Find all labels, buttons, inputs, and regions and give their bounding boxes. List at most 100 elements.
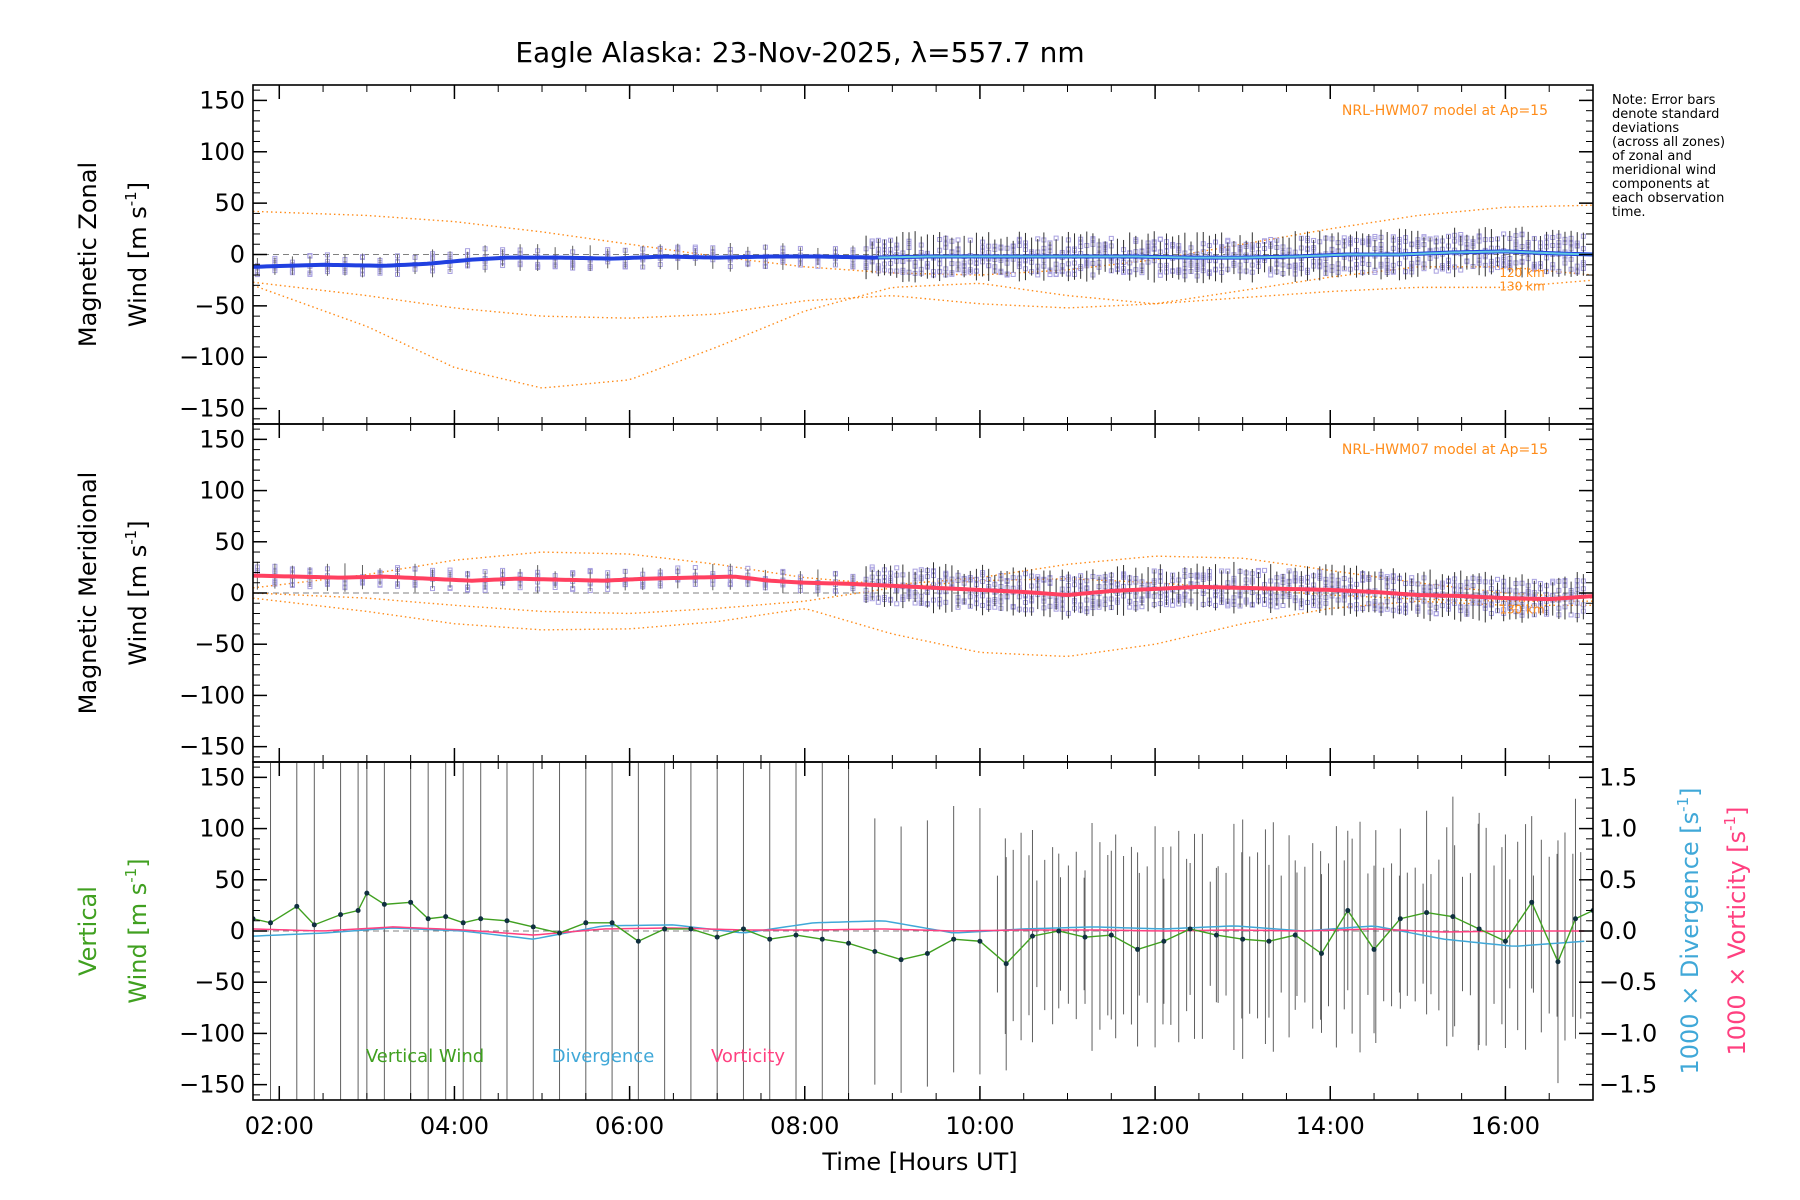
zone-point (955, 237, 961, 243)
vertical-wind-point (793, 932, 799, 938)
vertical-wind-point (951, 936, 957, 942)
zone-point (1458, 231, 1464, 237)
model-curve (253, 551, 1593, 599)
note-line: time. (1612, 205, 1646, 220)
data-layer (253, 762, 1593, 1100)
x-tick-label: 08:00 (770, 1112, 839, 1140)
zone-point (875, 599, 881, 605)
y-label-line1: Magnetic Meridional (74, 472, 102, 715)
vertical-wind-point (1135, 946, 1141, 952)
vertical-wind-point (1371, 946, 1377, 952)
zone-point (1170, 602, 1176, 608)
vertical-wind-point (1187, 926, 1193, 932)
vertical-wind-point (443, 914, 449, 920)
vertical-wind-point (294, 903, 300, 909)
vertical-wind-point (355, 908, 361, 914)
vertical-wind-point (460, 920, 466, 926)
vertical-wind-point (819, 936, 825, 942)
vertical-wind-point (1502, 938, 1508, 944)
zone-point (1010, 271, 1016, 277)
vertical-wind-point (478, 916, 484, 922)
vertical-wind-point (268, 920, 274, 926)
zone-point (1262, 567, 1268, 573)
vertical-wind-point (846, 940, 852, 946)
zone-point (1495, 576, 1501, 582)
panel-vertical: Vertical Wind Divergence Vorticity −1.5 −1.0… (74, 761, 1751, 1140)
vertical-wind-point (1082, 934, 1088, 940)
y-tick-label: −100 (179, 343, 245, 371)
x-tick-label: 16:00 (1471, 1112, 1540, 1140)
vertical-wind-point (1266, 938, 1272, 944)
y-label-line2: Wind [m s-1] (122, 858, 152, 1003)
zone-point (1280, 603, 1286, 609)
data-layer (253, 204, 1593, 389)
y-tick-label: 50 (214, 528, 245, 556)
legend-entry: Divergence (552, 1046, 655, 1067)
divergence-line (253, 920, 1585, 947)
y2-tick-label: 0.5 (1599, 866, 1637, 894)
vertical-wind-point (1029, 933, 1035, 939)
vertical-wind-line (253, 892, 1593, 965)
zone-point (894, 565, 900, 571)
vertical-wind-point (872, 948, 878, 954)
y-tick-label: 100 (199, 477, 245, 505)
y-tick-label: −150 (179, 733, 245, 761)
y-tick-label: 100 (199, 138, 245, 166)
vertical-wind-point (1108, 932, 1114, 938)
note-line: deviations (1612, 121, 1679, 136)
model-altitude-label: 120 km (1499, 266, 1544, 280)
y-tick-label: −100 (179, 681, 245, 709)
y2-label-divergence: 1000 × Divergence [s-1] (1674, 787, 1704, 1074)
vertical-wind-point (1572, 916, 1578, 922)
y-tick-label: 150 (199, 425, 245, 453)
y2-label-vorticity: 1000 × Vorticity [s-1] (1721, 807, 1751, 1056)
y-label-line2: Wind [m s-1] (122, 182, 152, 327)
vertical-wind-point (1450, 914, 1456, 920)
plot-area (253, 551, 1593, 658)
y-tick-label: 150 (199, 86, 245, 114)
x-tick-label: 10:00 (945, 1112, 1014, 1140)
vertical-wind-point (1397, 916, 1403, 922)
x-tick-label: 04:00 (420, 1112, 489, 1140)
vertical-wind-point (504, 918, 510, 924)
y-tick-label: 50 (214, 189, 245, 217)
model-label: NRL-HWM07 model at Ap=15 (1342, 442, 1548, 458)
vertical-wind-point (609, 920, 615, 926)
vertical-wind-point (1529, 899, 1535, 905)
y-tick-label: 0 (230, 241, 245, 269)
x-tick-label: 02:00 (245, 1112, 314, 1140)
y-tick-label: −50 (194, 968, 245, 996)
panel-meridional: NRL-HWM07 model at Ap=15 130 km −150 −100 −5… (74, 423, 1594, 763)
zone-point (869, 564, 875, 570)
zone-point (1157, 272, 1163, 278)
y2-tick-label: 1.5 (1599, 763, 1637, 791)
zone-point (1268, 236, 1274, 242)
x-tick-label: 14:00 (1296, 1112, 1365, 1140)
vertical-wind-point (583, 920, 589, 926)
model-label: NRL-HWM07 model at Ap=15 (1342, 103, 1548, 119)
zonal-wind-highres-line (878, 250, 1593, 259)
y-tick-label: −50 (194, 292, 245, 320)
zone-point (1047, 272, 1053, 278)
y-tick-label: −50 (194, 630, 245, 658)
note-line: each observation (1612, 191, 1724, 206)
zone-point (1268, 272, 1274, 278)
vertical-wind-point (635, 938, 641, 944)
vertical-wind-point (1345, 908, 1351, 914)
y2-tick-label: 0.0 (1599, 917, 1637, 945)
figure-title: Eagle Alaska: 23-Nov-2025, λ=557.7 nm (515, 36, 1084, 69)
legend-entry: Vorticity (711, 1046, 785, 1067)
y-tick-label: 100 (199, 815, 245, 843)
plot-area (253, 204, 1593, 389)
vertical-wind-point (364, 890, 370, 896)
vertical-wind-point (1213, 932, 1219, 938)
data-layer (253, 551, 1593, 658)
zone-point (1108, 235, 1114, 241)
vertical-wind-point (1240, 936, 1246, 942)
y2-tick-label: 1.0 (1599, 815, 1637, 843)
vertical-wind-point (662, 926, 668, 932)
y-label-line1: Magnetic Zonal (74, 162, 102, 347)
y2-tick-label: −0.5 (1599, 968, 1657, 996)
